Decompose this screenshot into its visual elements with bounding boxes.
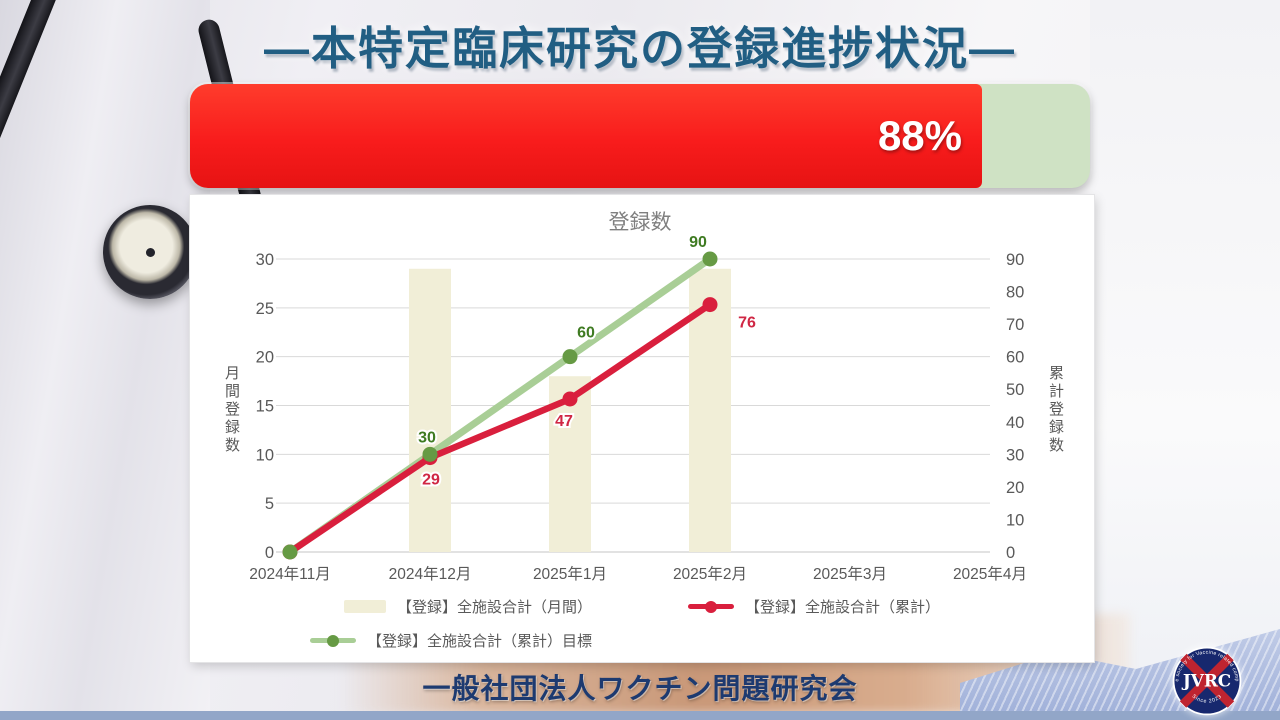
red-line-swatch-icon bbox=[688, 600, 734, 613]
svg-text:50: 50 bbox=[1006, 381, 1024, 399]
chart-panel: 30 60 90 29 47 76 0 5 10 15 20 25 30 0 10 20 30 40 50 60 70 8… bbox=[190, 195, 1094, 662]
legend-label-target: 【登録】全施設合計（累計）目標 bbox=[367, 633, 593, 650]
line-markers bbox=[282, 251, 718, 560]
svg-text:30: 30 bbox=[1006, 446, 1024, 464]
logo-acronym: JVRC bbox=[1181, 671, 1231, 691]
svg-text:2025年4月: 2025年4月 bbox=[953, 565, 1027, 583]
chart-legend: 【登録】全施設合計（月間） 【登録】全施設合計（累計） 【登録】全施設合計（累計… bbox=[190, 596, 1094, 651]
logo-ring-text-bottom: Since 2023 bbox=[1191, 694, 1224, 705]
data-labels: 30 60 90 29 47 76 bbox=[416, 232, 758, 491]
svg-text:2024年12月: 2024年12月 bbox=[389, 565, 472, 583]
svg-text:47: 47 bbox=[555, 413, 573, 430]
svg-text:90: 90 bbox=[689, 234, 707, 251]
svg-text:90: 90 bbox=[1006, 251, 1024, 269]
green-line-swatch-icon bbox=[310, 634, 356, 647]
right-axis-title: 累計登録数 bbox=[1047, 365, 1064, 455]
logo-red-cross-icon bbox=[1179, 653, 1235, 708]
line-series bbox=[286, 255, 714, 556]
svg-text:25: 25 bbox=[256, 300, 274, 318]
legend-row-2: 【登録】全施設合計（累計）目標 bbox=[190, 630, 1094, 651]
slide-title: ―本特定臨床研究の登録進捗状況― bbox=[263, 23, 1016, 74]
svg-text:20: 20 bbox=[1006, 479, 1024, 497]
progress-percent-label: 88% bbox=[877, 112, 962, 159]
legend-item-cumulative: 【登録】全施設合計（累計） bbox=[688, 596, 940, 617]
svg-text:2025年3月: 2025年3月 bbox=[813, 565, 887, 583]
svg-text:29: 29 bbox=[422, 472, 440, 489]
svg-text:60: 60 bbox=[1006, 349, 1024, 367]
svg-text:20: 20 bbox=[256, 349, 274, 367]
left-axis-title: 月間登録数 bbox=[223, 365, 240, 455]
progress-fill: 88% bbox=[190, 84, 982, 188]
photo-background-right bbox=[1090, 0, 1280, 712]
svg-text:2025年1月: 2025年1月 bbox=[533, 565, 607, 583]
svg-text:10: 10 bbox=[1006, 511, 1024, 529]
jvrc-logo: Japanese society for Vaccine related com… bbox=[1170, 646, 1242, 716]
svg-text:2024年11月: 2024年11月 bbox=[249, 565, 331, 583]
gridlines bbox=[276, 258, 990, 553]
bottom-border-strip bbox=[0, 711, 1280, 720]
organization-name: 一般社団法人ワクチン問題研究会 bbox=[422, 673, 858, 704]
svg-text:2025年2月: 2025年2月 bbox=[673, 565, 747, 583]
svg-text:30: 30 bbox=[418, 429, 436, 446]
doctor-photo-background bbox=[0, 0, 210, 712]
legend-item-monthly: 【登録】全施設合計（月間） bbox=[343, 596, 592, 617]
svg-text:15: 15 bbox=[256, 398, 274, 416]
axis-tick-labels: 0 5 10 15 20 25 30 0 10 20 30 40 50 60 70 80 90 2024年11月 2… bbox=[249, 251, 1027, 583]
svg-text:5: 5 bbox=[265, 495, 274, 513]
chart-title: 登録数 bbox=[609, 211, 672, 234]
svg-text:0: 0 bbox=[1006, 544, 1015, 562]
registration-chart: 30 60 90 29 47 76 0 5 10 15 20 25 30 0 10 20 30 40 50 60 70 8… bbox=[249, 211, 1027, 583]
legend-label-cumulative: 【登録】全施設合計（累計） bbox=[745, 599, 941, 616]
legend-label-monthly: 【登録】全施設合計（月間） bbox=[396, 599, 592, 616]
bar-swatch-icon bbox=[343, 600, 386, 613]
stethoscope-center-dot bbox=[146, 248, 155, 257]
legend-row-1: 【登録】全施設合計（月間） 【登録】全施設合計（累計） bbox=[190, 596, 1094, 617]
svg-text:76: 76 bbox=[738, 315, 756, 332]
progress-bar: 88% bbox=[190, 84, 1090, 188]
bar-series bbox=[409, 268, 731, 552]
svg-text:60: 60 bbox=[577, 325, 595, 342]
svg-text:0: 0 bbox=[265, 544, 274, 562]
svg-text:40: 40 bbox=[1006, 414, 1024, 432]
legend-item-target: 【登録】全施設合計（累計）目標 bbox=[310, 630, 592, 651]
svg-text:80: 80 bbox=[1006, 284, 1024, 302]
svg-text:70: 70 bbox=[1006, 316, 1024, 334]
svg-text:30: 30 bbox=[256, 251, 274, 269]
svg-text:10: 10 bbox=[256, 446, 274, 464]
